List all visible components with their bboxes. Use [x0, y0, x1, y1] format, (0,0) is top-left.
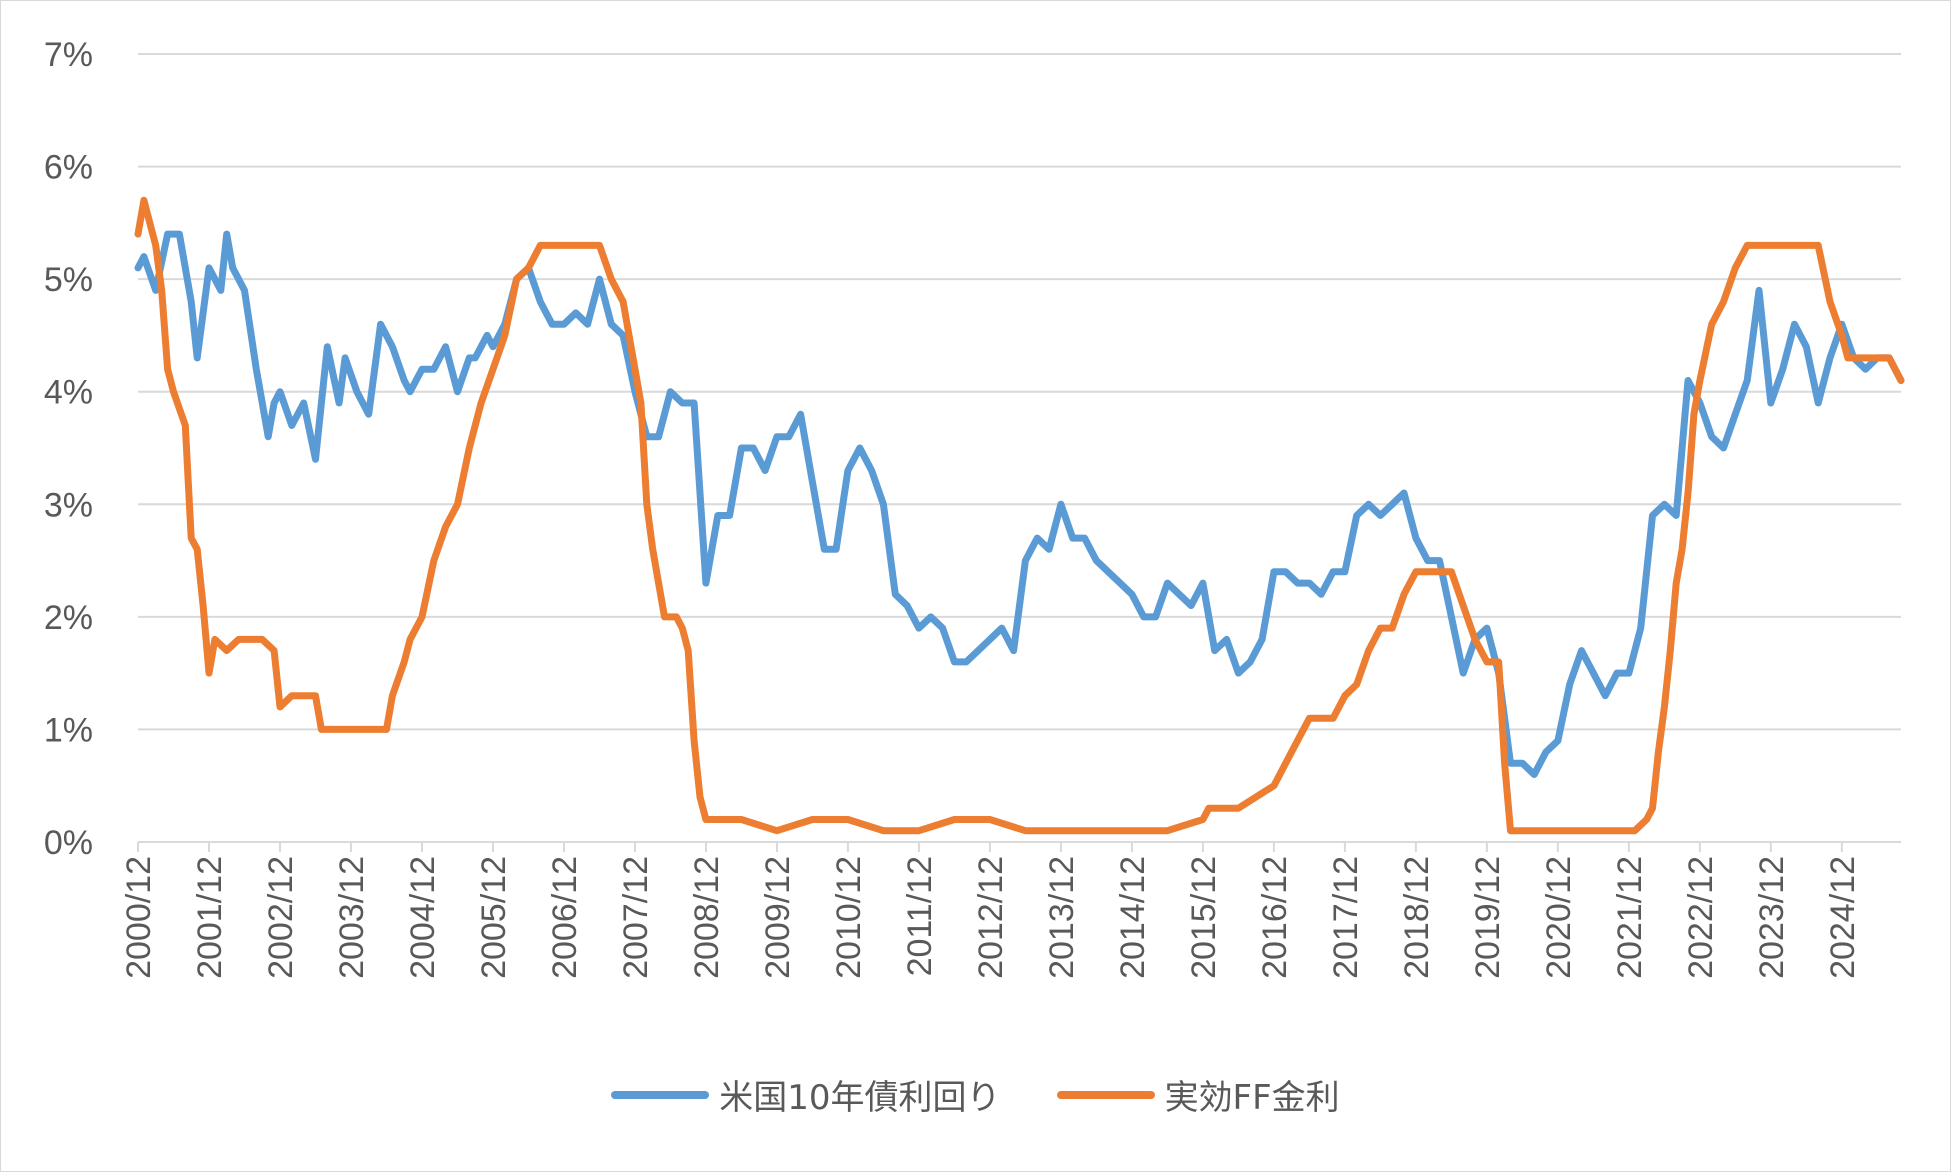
x-tick-label: 2011/12 — [901, 856, 939, 976]
legend-item-effr: 実効FF金利 — [1056, 1070, 1340, 1119]
x-tick-label: 2022/12 — [1682, 856, 1720, 979]
x-tick-label: 2004/12 — [404, 856, 442, 979]
x-tick-label: 2021/12 — [1611, 856, 1649, 979]
y-tick-label: 3% — [44, 486, 93, 524]
x-tick-label: 2005/12 — [475, 856, 513, 979]
x-tick-label: 2000/12 — [120, 856, 158, 979]
x-tick-label: 2014/12 — [1114, 856, 1152, 979]
y-tick-label: 5% — [44, 261, 93, 299]
y-tick-label: 2% — [44, 599, 93, 637]
x-tick-label: 2008/12 — [688, 856, 726, 979]
legend-item-us10y: 米国10年債利回り — [611, 1070, 1001, 1119]
series-line-0 — [134, 230, 1905, 778]
x-tick-label: 2007/12 — [617, 856, 655, 979]
x-tick-label: 2024/12 — [1824, 856, 1862, 979]
x-tick-label: 2016/12 — [1256, 856, 1294, 979]
y-tick-label: 1% — [44, 711, 93, 749]
x-tick-label: 2017/12 — [1327, 856, 1365, 979]
legend: 米国10年債利回り 実効FF金利 — [0, 1070, 1951, 1119]
x-tick-label: 2002/12 — [262, 856, 300, 979]
x-tick-label: 2012/12 — [972, 856, 1010, 979]
legend-label-effr: 実効FF金利 — [1164, 1078, 1340, 1118]
x-axis: 2000/12 2001/12 2002/12 2003/12 2004/12 2005/… — [120, 841, 1901, 979]
x-tick-label: 2009/12 — [759, 856, 797, 979]
x-tick-label: 2023/12 — [1753, 856, 1791, 979]
y-tick-label: 6% — [44, 149, 93, 187]
series-lines — [134, 196, 1905, 835]
y-tick-label: 0% — [44, 824, 93, 862]
x-tick-label: 2019/12 — [1469, 856, 1507, 979]
x-tick-label: 2018/12 — [1398, 856, 1436, 979]
legend-label-us10y: 米国10年債利回り — [719, 1078, 1001, 1118]
gridlines — [138, 53, 1901, 731]
y-tick-label: 7% — [44, 36, 93, 74]
x-tick-label: 2003/12 — [333, 856, 371, 979]
x-tick-label: 2001/12 — [191, 856, 229, 979]
legend-swatch-effr — [1056, 1090, 1155, 1099]
x-tick-label: 2006/12 — [546, 856, 584, 979]
y-axis-tick-labels: 0% 1% 2% 3% 4% 5% 6% 7% — [44, 36, 93, 862]
x-tick-label: 2020/12 — [1540, 856, 1578, 979]
y-tick-label: 4% — [44, 374, 93, 412]
x-tick-label: 2015/12 — [1185, 856, 1223, 979]
series-line-1 — [134, 196, 1905, 835]
legend-swatch-us10y — [611, 1090, 710, 1099]
x-tick-label: 2013/12 — [1043, 856, 1081, 979]
x-tick-label: 2010/12 — [830, 856, 868, 979]
